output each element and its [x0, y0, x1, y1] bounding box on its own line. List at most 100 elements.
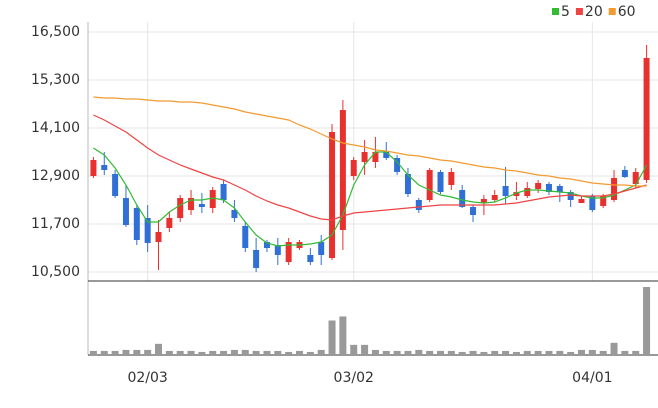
volume-bar	[610, 342, 618, 355]
volume-bar	[187, 350, 195, 355]
candle-body	[437, 172, 444, 192]
volume-bar	[447, 350, 455, 355]
y-tick-label: 14,100	[31, 120, 80, 136]
candle-body	[643, 58, 650, 180]
volume-bar	[220, 350, 228, 355]
volume-bar	[556, 350, 564, 355]
volume-bar	[350, 344, 358, 355]
volume-bar	[230, 349, 238, 355]
volume-bar	[274, 350, 282, 355]
volume-bar	[361, 344, 369, 355]
candle-body	[535, 183, 542, 189]
legend-swatch	[575, 8, 583, 15]
x-tick-label: 03/02	[334, 370, 374, 386]
volume-bar	[285, 351, 293, 355]
volume-bar	[502, 350, 510, 355]
candle-body	[90, 160, 97, 176]
volume-bar	[89, 350, 97, 355]
candle-body	[404, 174, 411, 194]
volume-bar	[426, 350, 434, 355]
candle-body	[285, 242, 292, 262]
candle-body	[470, 207, 477, 215]
volume-bar	[296, 350, 303, 355]
volume-bar	[415, 349, 423, 355]
candle-body	[112, 174, 119, 196]
volume-bar	[382, 350, 390, 355]
candle-body	[448, 172, 455, 185]
volume-bar	[393, 350, 401, 355]
candle-body	[339, 110, 346, 230]
volume-bar	[144, 349, 152, 355]
ma-line	[93, 96, 647, 187]
candle-body	[101, 165, 108, 170]
candle-body	[122, 198, 129, 225]
volume-bar	[155, 343, 162, 355]
candle-body	[307, 255, 314, 262]
y-tick-label: 11,700	[31, 216, 80, 232]
candle-body	[632, 172, 639, 184]
volume-bar	[578, 349, 585, 355]
volume-bar	[111, 350, 119, 355]
candle-body	[253, 250, 260, 268]
candle-body	[383, 152, 390, 158]
volume-bar	[263, 350, 271, 355]
volume-bar	[176, 350, 184, 355]
volume-bar	[198, 351, 206, 355]
candle-body	[513, 192, 520, 196]
volume-bar	[122, 349, 130, 355]
candle-body	[350, 160, 357, 176]
candle-body	[394, 158, 401, 172]
legend-label: 5	[561, 4, 570, 20]
candle-body	[242, 226, 249, 248]
volume-bar	[328, 320, 336, 355]
y-tick-label: 15,300	[31, 72, 80, 88]
volume-bar	[317, 349, 325, 355]
candle-body	[556, 186, 563, 192]
y-tick-label: 12,900	[31, 168, 80, 184]
volume-bar	[588, 349, 596, 355]
legend-label: 20	[585, 4, 603, 20]
candle-body	[621, 170, 628, 177]
candle-body	[231, 210, 238, 218]
volume-bar	[458, 351, 466, 355]
candle-body	[502, 186, 509, 196]
candle-body	[198, 204, 205, 207]
volume-bar	[643, 287, 651, 355]
ma-line	[93, 114, 647, 221]
volume-bar	[133, 349, 141, 355]
legend: 5 20 60	[552, 4, 636, 20]
volume-bar	[512, 351, 520, 355]
candle-body	[545, 184, 552, 192]
candle-body	[209, 190, 216, 208]
candle-body	[318, 242, 325, 255]
volume-bar	[621, 350, 629, 355]
candle-body	[361, 152, 368, 162]
candle-body	[274, 245, 281, 255]
candle-body	[459, 190, 466, 207]
volume-bar	[306, 351, 314, 355]
candle-body	[491, 195, 498, 200]
candle-body	[578, 199, 585, 203]
volume-bar	[371, 349, 379, 355]
volume-bar	[339, 316, 347, 355]
candle-body	[524, 188, 531, 196]
volume-bar	[404, 350, 412, 355]
candle-body	[155, 232, 162, 242]
candle-body	[611, 178, 618, 200]
volume-bar	[469, 350, 477, 355]
legend-swatch	[608, 8, 616, 15]
candle-body	[188, 198, 195, 210]
volume-bar	[632, 350, 640, 355]
candle-body	[600, 196, 607, 206]
volume-bar	[252, 350, 260, 355]
volume-bar	[599, 350, 607, 355]
candle-body	[329, 132, 336, 258]
candle-body	[263, 242, 270, 248]
candle-body	[133, 208, 140, 240]
candle-body	[426, 170, 433, 200]
x-tick-label: 02/03	[127, 370, 167, 386]
volume-bar	[534, 350, 542, 355]
candle-body	[567, 192, 574, 200]
candle-body	[372, 152, 379, 162]
